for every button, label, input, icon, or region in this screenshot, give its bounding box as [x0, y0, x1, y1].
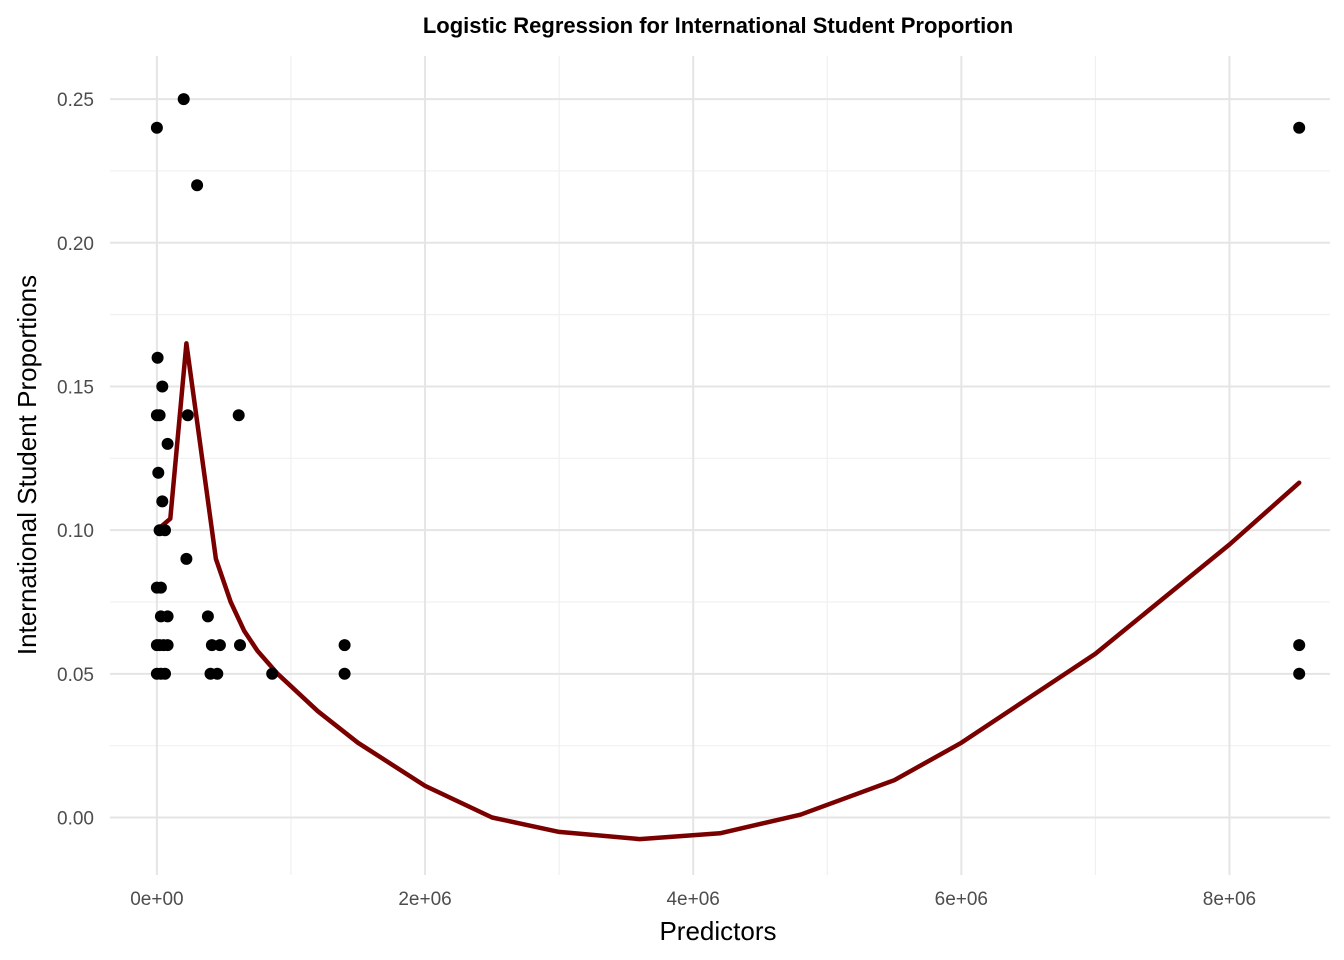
- data-point: [152, 466, 165, 479]
- grid-minor: [110, 56, 1330, 875]
- data-point: [338, 639, 351, 652]
- data-point: [211, 667, 224, 680]
- data-point: [151, 351, 164, 364]
- data-point: [161, 639, 174, 652]
- y-tick-label: 0.15: [57, 377, 94, 398]
- data-point: [161, 610, 174, 623]
- data-point: [156, 495, 169, 508]
- data-point: [154, 581, 167, 594]
- data-point: [1293, 639, 1306, 652]
- data-point: [191, 179, 204, 192]
- y-axis-label: International Student Proportions: [12, 275, 42, 655]
- x-tick-label: 8e+06: [1203, 889, 1256, 910]
- x-tick-label: 4e+06: [666, 889, 719, 910]
- x-axis-label: Predictors: [659, 916, 776, 946]
- grid-major: [110, 56, 1330, 875]
- y-tick-label: 0.00: [57, 809, 94, 830]
- data-point: [1293, 667, 1306, 680]
- data-point: [153, 409, 166, 422]
- data-point: [201, 610, 214, 623]
- data-point: [232, 409, 245, 422]
- data-point: [234, 639, 246, 652]
- data-point: [180, 552, 193, 565]
- regression-line-layer: [154, 341, 1302, 842]
- data-point: [159, 524, 171, 537]
- y-axis-ticks: 0.00 0.05 0.10 0.15 0.20 0.25: [57, 90, 94, 829]
- y-tick-label: 0.20: [57, 234, 94, 255]
- y-tick-label: 0.25: [57, 90, 94, 111]
- data-point: [177, 93, 190, 106]
- data-point: [213, 639, 226, 652]
- data-point: [159, 667, 171, 680]
- data-point: [156, 380, 169, 393]
- x-tick-label: 2e+06: [398, 889, 451, 910]
- x-tick-label: 6e+06: [935, 889, 988, 910]
- data-point: [150, 121, 163, 134]
- data-point: [1293, 121, 1306, 134]
- data-point: [181, 409, 194, 422]
- chart-title: Logistic Regression for International St…: [423, 13, 1013, 38]
- regression-line: [154, 341, 1302, 842]
- data-point: [161, 437, 174, 450]
- x-axis-ticks: 0e+00 2e+06 4e+06 6e+06 8e+06: [130, 889, 1256, 910]
- y-tick-label: 0.05: [57, 665, 94, 686]
- scatter-point-layer: [150, 93, 1306, 680]
- y-tick-label: 0.10: [57, 521, 94, 542]
- x-tick-label: 0e+00: [130, 889, 183, 910]
- data-point: [338, 667, 351, 680]
- data-point: [266, 667, 279, 680]
